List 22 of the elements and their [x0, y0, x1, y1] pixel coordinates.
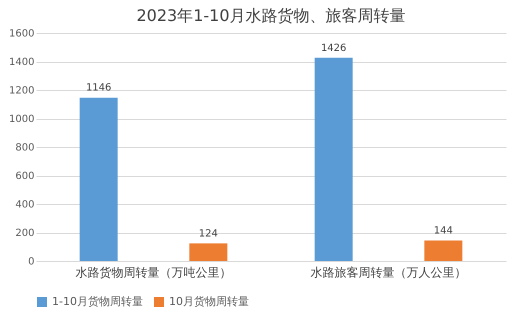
legend-label: 10月货物周转量 [169, 295, 249, 308]
x-tick-label: 水路旅客周转量（万人公里） [310, 266, 466, 280]
y-tick-label: 1400 [9, 57, 34, 68]
chart-title: 2023年1-10月水路货物、旅客周转量 [136, 6, 406, 25]
x-tick-label: 水路货物周转量（万吨公里） [76, 266, 232, 280]
y-tick-label: 200 [15, 228, 34, 239]
data-label: 144 [434, 225, 453, 236]
data-label: 1426 [320, 42, 346, 54]
y-tick-label: 600 [15, 171, 34, 182]
y-tick-label: 800 [15, 142, 34, 154]
bar [80, 98, 118, 261]
bar [314, 58, 353, 261]
data-label: 1146 [86, 82, 112, 94]
y-tick-label: 1000 [9, 114, 34, 125]
y-tick-label: 400 [15, 200, 34, 210]
legend-label: 1-10月货物周转量 [52, 295, 143, 308]
bar [189, 243, 228, 261]
y-tick-label: 1200 [9, 86, 34, 96]
y-tick-label: 1600 [9, 28, 34, 40]
data-label: 124 [198, 228, 218, 240]
bar [424, 240, 462, 261]
y-tick-label: 0 [28, 256, 34, 268]
